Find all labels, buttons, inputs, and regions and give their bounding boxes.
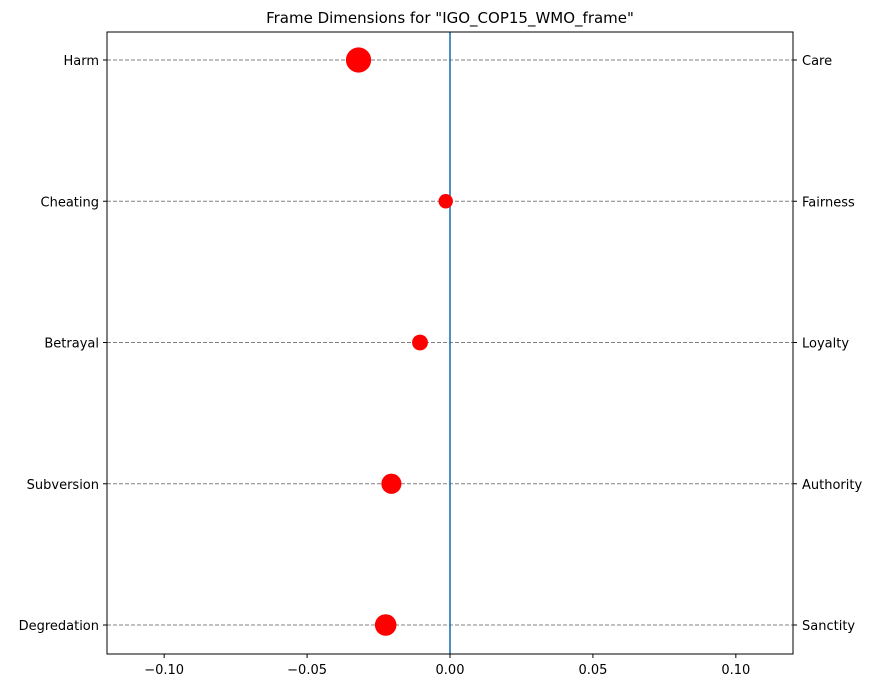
x-tick-label: 0.05 — [578, 663, 607, 678]
left-y-tick-label: Degredation — [19, 619, 99, 634]
x-tick-label: −0.10 — [144, 663, 184, 678]
right-y-tick-label: Loyalty — [802, 337, 849, 352]
data-point — [374, 614, 397, 636]
chart-title: Frame Dimensions for "IGO_COP15_WMO_fram… — [266, 9, 634, 28]
left-y-tick-label: Betrayal — [44, 337, 99, 352]
x-tick-label: 0.10 — [721, 663, 750, 678]
right-y-tick-label: Care — [802, 54, 832, 69]
right-y-tick-label: Sanctity — [802, 619, 855, 634]
left-y-tick-label: Subversion — [27, 478, 99, 493]
data-point — [381, 473, 402, 494]
data-point — [345, 47, 372, 73]
right-y-tick-label: Authority — [802, 478, 862, 493]
left-y-axis: Harm Cheating Betrayal Subversion Degredatio… — [19, 54, 107, 634]
x-tick-label: 0.00 — [436, 663, 465, 678]
left-y-tick-label: Harm — [63, 54, 99, 69]
right-y-axis: Care Fairness Loyalty Authority Sanctity — [793, 54, 862, 634]
x-axis: −0.10 −0.05 0.00 0.05 0.10 — [144, 654, 750, 678]
data-point — [412, 334, 428, 351]
data-points — [345, 47, 453, 636]
right-y-tick-label: Fairness — [802, 195, 855, 210]
x-tick-label: −0.05 — [287, 663, 327, 678]
left-y-tick-label: Cheating — [41, 195, 99, 210]
data-point — [438, 194, 453, 209]
